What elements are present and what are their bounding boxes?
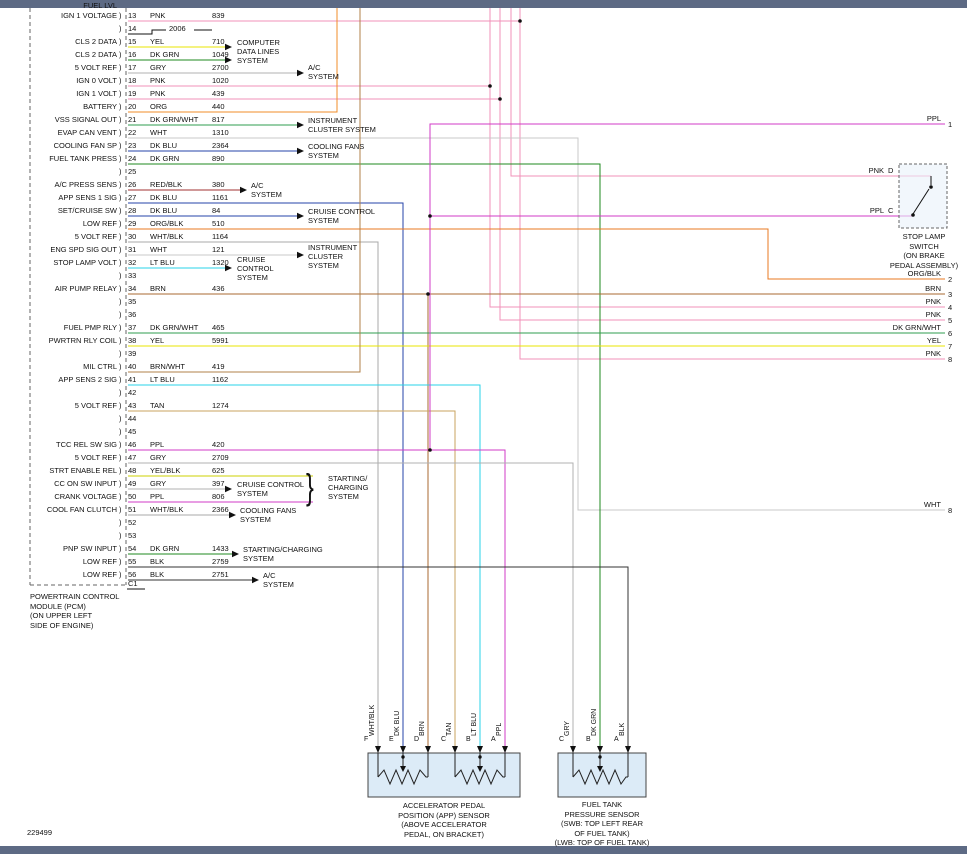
stoplamp-caption: STOP LAMP SWITCH (ON BRAKE PEDAL ASSEMBL…	[889, 232, 959, 270]
pin-label-partial: FUEL LVL	[83, 1, 117, 10]
arrow-icon	[225, 43, 232, 51]
wire-pin46	[128, 449, 506, 753]
connector-entry-marks	[375, 746, 631, 753]
wire-pin47	[128, 462, 574, 753]
arrow-icon	[297, 69, 304, 77]
wire-pin55	[128, 566, 629, 753]
fuel-sensor-symbol	[557, 752, 647, 798]
wire-ppl-trunk	[429, 123, 945, 450]
app-sensor-caption: ACCELERATOR PEDAL POSITION (APP) SENSOR …	[398, 801, 490, 839]
system-label-cruise-1: CRUISE CONTROL SYSTEM	[308, 207, 376, 225]
system-label-instrument-1: INSTRUMENT CLUSTER SYSTEM	[308, 116, 376, 134]
note-2006: 2006	[169, 24, 186, 33]
system-arrows	[225, 43, 304, 584]
system-label-cooling-1: COOLING FANS SYSTEM	[308, 142, 365, 160]
arrow-icon	[297, 121, 304, 129]
arrow-icon	[297, 212, 304, 220]
system-label-instrument-2: INSTRUMENT CLUSTER SYSTEM	[308, 243, 358, 270]
arrow-icon	[240, 186, 247, 194]
wire-stoplamp-pnk	[510, 8, 931, 177]
system-label-ac-2: A/C SYSTEM	[251, 181, 282, 199]
arrow-icon	[297, 251, 304, 259]
stoplamp-pin-d-letter: D	[888, 166, 894, 175]
stoplamp-wire-c-color: PPL	[869, 206, 884, 215]
wire-pin40	[128, 8, 361, 373]
arrow-icon	[225, 56, 232, 64]
wire-pin29	[128, 228, 945, 280]
wire-pin30	[128, 241, 379, 753]
arrow-icon	[225, 485, 232, 493]
fuel-sensor-caption: FUEL TANK PRESSURE SENSOR (SWB: TOP LEFT…	[554, 800, 650, 847]
diagram-id: 229499	[27, 828, 53, 837]
arrow-icon	[252, 576, 259, 584]
wire-pin20	[128, 8, 338, 113]
wire-pin41	[128, 384, 481, 753]
stoplamp-wire-d-color: PNK	[868, 166, 884, 175]
wire-pin27	[128, 202, 404, 753]
wire-pnk-trunk-4	[489, 8, 945, 308]
system-label-starting-1: STARTING/ CHARGING SYSTEM	[328, 474, 369, 501]
wire-pin43	[128, 410, 456, 753]
pcm-connector-box	[29, 8, 127, 586]
system-label-ac-3: A/C SYSTEM	[263, 571, 294, 589]
bottom-bar	[0, 846, 967, 854]
app-sensor-symbol	[367, 752, 521, 798]
pcm-connector-id: C1	[128, 579, 138, 588]
wire-pnk-trunk-5	[499, 8, 945, 321]
system-label-cruise-3: CRUISE CONTROL SYSTEM	[237, 480, 305, 498]
arrow-icon	[232, 550, 239, 558]
stop-lamp-switch-symbol	[898, 163, 948, 229]
note-lines	[127, 29, 212, 590]
system-label-computer-data: COMPUTER DATA LINES SYSTEM	[237, 38, 280, 65]
system-label-ac-1: A/C SYSTEM	[308, 63, 339, 81]
wire-pin22	[128, 137, 945, 511]
group-brace: }	[306, 466, 314, 507]
wires-layer	[128, 8, 945, 753]
stoplamp-pin-c-letter: C	[888, 206, 894, 215]
pcm-caption: POWERTRAIN CONTROL MODULE (PCM) (ON UPPE…	[30, 592, 120, 630]
arrow-icon	[229, 511, 236, 519]
system-label-starting-2: STARTING/CHARGING SYSTEM	[243, 545, 323, 563]
junction-dots	[426, 19, 522, 452]
arrow-icon	[225, 264, 232, 272]
wire-pin24	[128, 163, 601, 753]
top-bar	[0, 0, 967, 8]
system-label-cruise-2: CRUISE CONTROL SYSTEM	[237, 255, 274, 282]
wire-pnk-trunk-8	[519, 8, 945, 360]
arrow-icon	[297, 147, 304, 155]
system-label-cooling-2: COOLING FANS SYSTEM	[240, 506, 297, 524]
